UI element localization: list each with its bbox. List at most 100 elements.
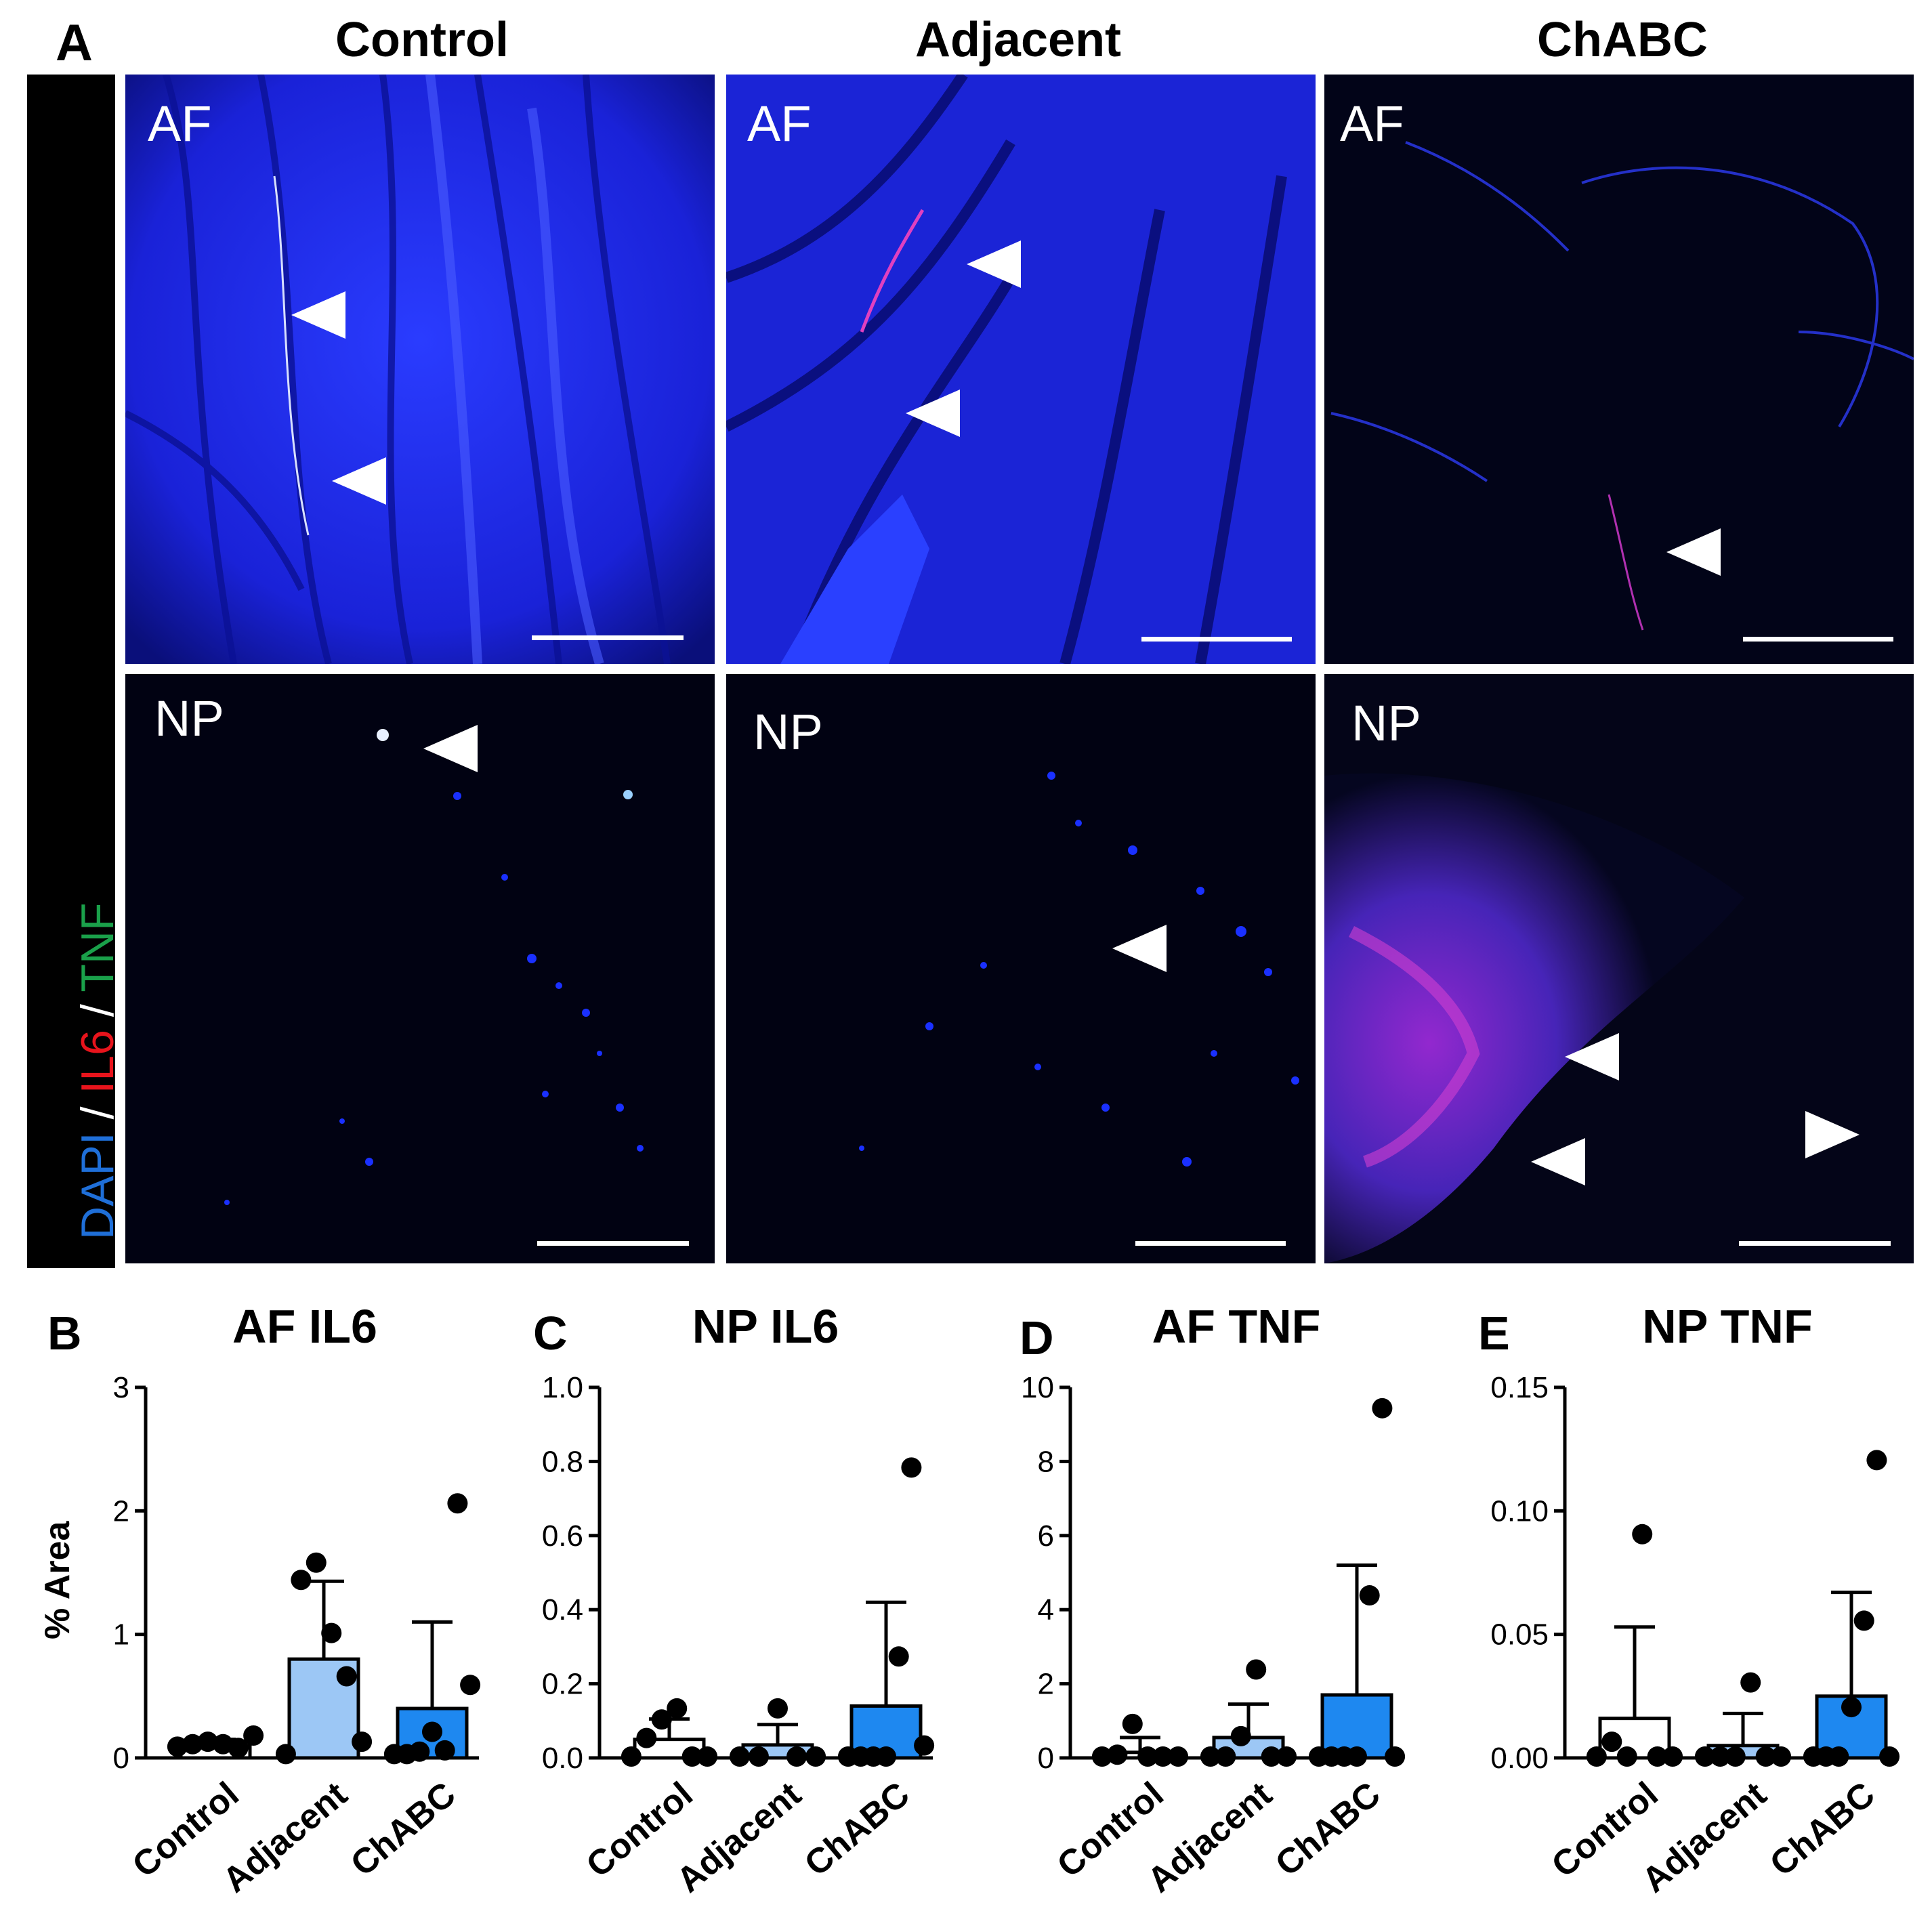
chart-1-data-point (729, 1746, 750, 1767)
chart-c-title: NP IL6 (692, 1300, 839, 1353)
chart-0-data-point (306, 1552, 327, 1573)
chart-1-data-point (697, 1746, 718, 1767)
chart-3-data-point (1632, 1524, 1653, 1545)
chart-0-data-point (447, 1493, 468, 1514)
column-title-control: Control (335, 13, 509, 67)
micrograph-control-af-image (125, 75, 715, 664)
chart-0-data-point (460, 1675, 481, 1696)
chart-2-data-point (1107, 1744, 1128, 1765)
chart-1-data-point (768, 1698, 788, 1719)
micrograph-control-af (125, 75, 715, 664)
chart-3-data-point (1694, 1746, 1715, 1767)
chart-c-letter: C (533, 1307, 568, 1360)
region-label-adjacent-np: NP (753, 704, 823, 760)
chart-2-ytick-label: 10 (1021, 1371, 1054, 1404)
chart-1-data-point (876, 1746, 896, 1767)
chart-2-data-point (1261, 1746, 1282, 1767)
chart-0-category-label: ChABC (343, 1775, 463, 1884)
chart-1-data-point (901, 1457, 922, 1478)
chart-1-ytick-label: 0.0 (542, 1742, 583, 1775)
chart-3-ytick-label: 0.15 (1490, 1371, 1549, 1404)
micrograph-adjacent-af (726, 75, 1316, 664)
chart-2-data-point (1347, 1746, 1367, 1767)
chart-2-data-point (1215, 1746, 1236, 1767)
chart-2-data-point (1246, 1659, 1267, 1680)
chart-3-ytick-label: 0.05 (1490, 1618, 1549, 1652)
chart-3-data-point (1771, 1746, 1792, 1767)
chart-3-data-point (1853, 1610, 1874, 1631)
chart-1-ytick-label: 1.0 (542, 1371, 583, 1404)
chart-3-ytick-label: 0.00 (1490, 1742, 1549, 1775)
chart-3-data-point (1828, 1746, 1849, 1767)
chart-3-data-point (1647, 1746, 1668, 1767)
chart-2-ytick-label: 8 (1038, 1445, 1054, 1478)
micrograph-control-np (125, 674, 715, 1263)
micrograph-control-np-image (125, 674, 715, 1263)
chart-2-ytick-label: 4 (1038, 1593, 1054, 1626)
chart-3-data-point (1662, 1746, 1683, 1767)
chart-0-data-point (213, 1734, 234, 1755)
chart-1-data-point (681, 1746, 702, 1767)
chart-2-data-point (1200, 1746, 1221, 1767)
chart-2-category-label: ChABC (1268, 1775, 1388, 1884)
chart-0-data-point (291, 1570, 312, 1591)
chart-1-data-point (667, 1698, 688, 1719)
micrograph-adjacent-np-image (726, 674, 1316, 1263)
chart-2-ytick-label: 2 (1038, 1668, 1054, 1701)
chart-2-data-point (1152, 1746, 1173, 1767)
chart-2-data-point (1385, 1746, 1406, 1767)
chart-0-data-point (352, 1731, 373, 1752)
micrograph-adjacent-af-image (726, 75, 1316, 664)
micrograph-chabc-af-image (1324, 75, 1914, 664)
region-label-adjacent-af: AF (747, 96, 812, 152)
chart-0-data-point (197, 1731, 218, 1752)
chart-0-data-point (422, 1721, 442, 1742)
micrograph-adjacent-np (726, 674, 1316, 1263)
chart-2-ytick-label: 0 (1038, 1742, 1054, 1775)
chart-0-data-point (228, 1738, 249, 1759)
panel-a-letter: A (56, 14, 93, 72)
region-label-control-np: NP (154, 690, 224, 747)
chart-3-data-point (1841, 1697, 1862, 1718)
chart-3-data-point (1755, 1746, 1776, 1767)
chart-0-data-point (321, 1622, 342, 1643)
chart-1-data-point (914, 1735, 935, 1756)
chart-1-data-point (621, 1746, 642, 1767)
region-label-control-af: AF (148, 96, 212, 152)
chart-2-ytick-label: 6 (1038, 1519, 1054, 1553)
chart-2-data-point (1168, 1746, 1189, 1767)
chart-2-data-point (1230, 1725, 1251, 1746)
chart-2-data-point (1276, 1746, 1297, 1767)
chart-0-data-point (409, 1741, 430, 1762)
chart-3-data-point (1601, 1731, 1622, 1752)
column-title-chabc: ChABC (1537, 13, 1708, 67)
micrograph-chabc-af (1324, 75, 1914, 664)
micrograph-chabc-np-image (1324, 674, 1914, 1263)
chart-1-data-point (805, 1746, 826, 1767)
stain-legend-strip (27, 75, 115, 1268)
chart-0-ytick-label: 3 (113, 1371, 129, 1404)
chart-d-title: AF TNF (1152, 1300, 1321, 1353)
chart-3-data-point (1740, 1672, 1761, 1693)
chart-3-ytick-label: 0.10 (1490, 1494, 1549, 1528)
chart-2-data-point (1359, 1585, 1380, 1606)
chart-3-data-point (1725, 1746, 1746, 1767)
chart-3-category-label: ChABC (1763, 1775, 1883, 1884)
chart-1-data-point (786, 1746, 807, 1767)
chart-e-title: NP TNF (1642, 1300, 1813, 1353)
chart-1-ytick-label: 0.4 (542, 1593, 583, 1626)
chart-3-data-point (1866, 1450, 1887, 1471)
chart-1-ytick-label: 0.8 (542, 1445, 583, 1478)
chart-0-data-point (336, 1666, 357, 1687)
chart-2-data-point (1122, 1713, 1143, 1734)
chart-0-data-point (243, 1725, 264, 1746)
chart-3-data-point (1586, 1746, 1607, 1767)
chart-d-letter: D (1020, 1311, 1054, 1364)
chart-0-data-point (434, 1740, 455, 1761)
region-label-chabc-af: AF (1340, 96, 1404, 152)
chart-1-ytick-label: 0.6 (542, 1519, 583, 1553)
chart-0-data-point (275, 1744, 296, 1765)
chart-0-data-point (182, 1734, 203, 1755)
micrograph-chabc-np (1324, 674, 1914, 1263)
